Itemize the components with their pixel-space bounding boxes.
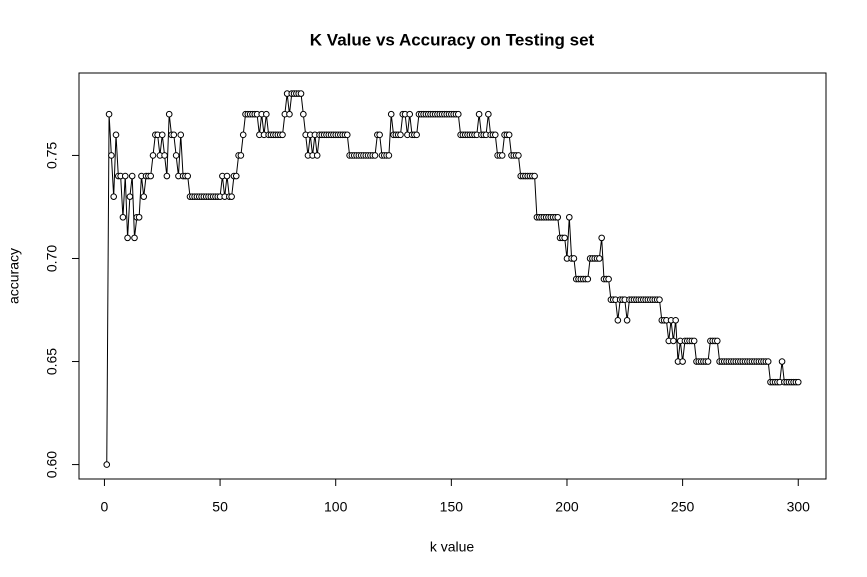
data-point [112,131,120,139]
data-point [313,152,321,159]
data-point [297,90,305,97]
data-point [119,213,127,221]
data-point [570,255,578,262]
data-point [124,234,131,242]
data-point [170,131,178,139]
data-point [239,131,247,139]
data-point [228,193,235,200]
data-point [126,193,134,200]
data-point [158,131,166,139]
x-tick-label: 200 [555,499,579,515]
x-tick-label: 50 [212,499,228,515]
data-point [605,275,612,283]
data-point [385,152,393,159]
y-tick-label: 0.60 [44,451,60,478]
x-axis-label: k value [430,539,475,555]
data-point [672,317,679,324]
data-point [491,131,499,139]
data-point [121,172,129,180]
data-point [764,358,772,365]
data-point [110,193,117,200]
data-point [623,317,631,324]
data-point [232,172,240,180]
data-point [454,110,462,118]
data-point [140,193,148,200]
data-point [376,131,383,139]
data-point [554,213,562,221]
data-point [614,317,622,324]
data-point [237,152,245,159]
data-point [371,152,379,159]
data-point [131,234,138,242]
data-point [263,110,270,118]
data-point [531,172,538,180]
data-point [149,152,157,159]
data-point [413,131,420,139]
x-tick-label: 0 [101,499,109,515]
data-point [105,110,113,118]
data-point [161,152,168,159]
data-point [498,152,506,159]
data-point [794,378,802,386]
data-point [223,172,231,180]
data-point [561,234,568,242]
data-point [704,358,712,365]
y-tick-label: 0.65 [44,348,60,375]
data-point [515,152,522,159]
data-point [596,255,603,262]
data-point [147,172,154,180]
data-point [714,337,721,345]
data-point [286,110,293,118]
x-tick-label: 100 [324,499,348,515]
y-tick-label: 0.70 [44,245,60,272]
data-point [584,275,592,283]
x-tick-label: 300 [787,499,811,515]
data-point [279,131,286,139]
data-point [184,172,191,180]
data-point [300,110,307,118]
data-point [656,296,663,304]
data-point [505,131,513,139]
x-tick-label: 150 [440,499,464,515]
chart-title: K Value vs Accuracy on Testing set [310,30,595,49]
data-point [485,110,492,118]
data-point [397,131,404,139]
data-point [565,213,573,221]
data-point [690,337,698,345]
data-point [679,358,686,365]
x-tick-label: 250 [671,499,695,515]
data-point [670,337,677,345]
data-point [165,110,173,118]
data-point [177,131,185,139]
data-point [475,110,483,118]
y-axis-label: accuracy [6,248,22,304]
data-point [163,172,171,180]
data-point [406,110,414,118]
data-point [103,461,111,468]
y-tick-label: 0.75 [44,142,60,169]
data-point [135,213,143,221]
data-point [343,131,351,139]
data-point [128,172,136,180]
data-point [108,152,115,159]
data-point [387,110,395,118]
data-point [778,358,786,365]
data-point [172,152,180,159]
data-point [598,234,605,242]
